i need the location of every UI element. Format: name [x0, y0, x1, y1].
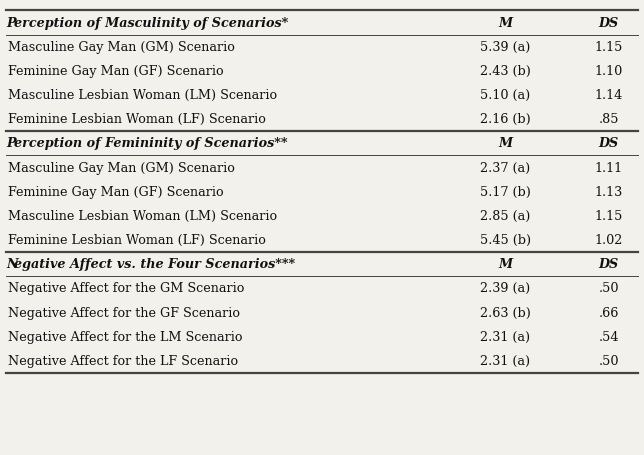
Text: 5.10 (a): 5.10 (a)	[480, 89, 531, 102]
Text: DS: DS	[598, 258, 619, 271]
Text: 2.63 (b): 2.63 (b)	[480, 306, 531, 319]
Text: 2.37 (a): 2.37 (a)	[480, 161, 531, 174]
Text: erception of Femininity of Scenarios**: erception of Femininity of Scenarios**	[14, 137, 287, 150]
Text: 2.31 (a): 2.31 (a)	[480, 330, 531, 343]
Text: Negative Affect for the GM Scenario: Negative Affect for the GM Scenario	[8, 282, 244, 295]
Text: 1.02: 1.02	[594, 233, 623, 247]
Text: .85: .85	[598, 113, 619, 126]
Text: erception of Masculinity of Scenarios*: erception of Masculinity of Scenarios*	[14, 16, 288, 30]
Text: .66: .66	[598, 306, 619, 319]
Text: 1.13: 1.13	[594, 185, 623, 198]
Text: DS: DS	[598, 137, 619, 150]
Text: P: P	[6, 137, 16, 150]
Text: Feminine Gay Man (GF) Scenario: Feminine Gay Man (GF) Scenario	[8, 185, 223, 198]
Text: Feminine Gay Man (GF) Scenario: Feminine Gay Man (GF) Scenario	[8, 65, 223, 78]
Text: Masculine Lesbian Woman (LM) Scenario: Masculine Lesbian Woman (LM) Scenario	[8, 209, 277, 222]
Text: .54: .54	[598, 330, 619, 343]
Text: Masculine Gay Man (GM) Scenario: Masculine Gay Man (GM) Scenario	[8, 40, 234, 54]
Text: 2.31 (a): 2.31 (a)	[480, 354, 531, 367]
Text: P: P	[6, 16, 16, 30]
Text: M: M	[498, 137, 513, 150]
Text: 1.14: 1.14	[594, 89, 623, 102]
Text: 1.10: 1.10	[594, 65, 623, 78]
Text: Negative Affect for the LM Scenario: Negative Affect for the LM Scenario	[8, 330, 242, 343]
Text: 2.16 (b): 2.16 (b)	[480, 113, 531, 126]
Text: DS: DS	[598, 16, 619, 30]
Text: 1.15: 1.15	[594, 40, 623, 54]
Text: .50: .50	[598, 282, 619, 295]
Text: 5.45 (b): 5.45 (b)	[480, 233, 531, 247]
Text: 1.15: 1.15	[594, 209, 623, 222]
Text: egative Affect vs. the Four Scenarios***: egative Affect vs. the Four Scenarios***	[14, 258, 295, 271]
Text: Feminine Lesbian Woman (LF) Scenario: Feminine Lesbian Woman (LF) Scenario	[8, 233, 265, 247]
Text: M: M	[498, 258, 513, 271]
Text: 2.39 (a): 2.39 (a)	[480, 282, 531, 295]
Text: 2.85 (a): 2.85 (a)	[480, 209, 531, 222]
Text: Negative Affect for the LF Scenario: Negative Affect for the LF Scenario	[8, 354, 238, 367]
Text: 1.11: 1.11	[594, 161, 623, 174]
Text: Masculine Gay Man (GM) Scenario: Masculine Gay Man (GM) Scenario	[8, 161, 234, 174]
Text: 5.17 (b): 5.17 (b)	[480, 185, 531, 198]
Text: Feminine Lesbian Woman (LF) Scenario: Feminine Lesbian Woman (LF) Scenario	[8, 113, 265, 126]
Text: Negative Affect for the GF Scenario: Negative Affect for the GF Scenario	[8, 306, 240, 319]
Text: N: N	[6, 258, 18, 271]
Text: .50: .50	[598, 354, 619, 367]
Text: Masculine Lesbian Woman (LM) Scenario: Masculine Lesbian Woman (LM) Scenario	[8, 89, 277, 102]
Text: M: M	[498, 16, 513, 30]
Text: 5.39 (a): 5.39 (a)	[480, 40, 531, 54]
Text: 2.43 (b): 2.43 (b)	[480, 65, 531, 78]
